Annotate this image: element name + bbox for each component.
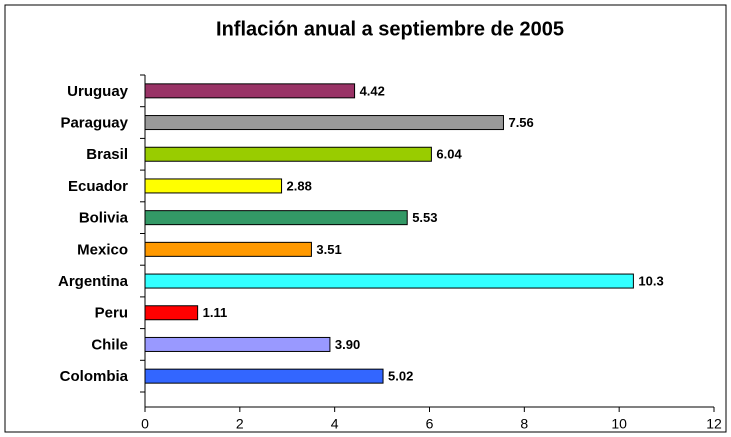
x-tick-label: 0 [141, 416, 149, 432]
bar [144, 178, 283, 194]
value-label: 7.56 [508, 115, 533, 130]
y-tick-label: Mexico [77, 241, 128, 258]
value-label: 10.3 [638, 273, 663, 288]
value-label: 4.42 [360, 83, 385, 98]
y-tick-label: Argentina [58, 273, 129, 290]
value-label: 5.02 [388, 369, 413, 384]
x-tick-label: 12 [706, 416, 722, 432]
bar [144, 146, 432, 162]
value-label: 5.53 [412, 210, 437, 225]
bar [144, 336, 331, 352]
x-tick-label: 8 [520, 416, 528, 432]
value-label: 6.04 [436, 147, 462, 162]
y-tick-label: Colombia [60, 368, 129, 385]
bar [144, 210, 408, 226]
y-tick-label: Brasil [86, 146, 128, 163]
value-label: 3.90 [335, 337, 360, 352]
y-tick-label: Ecuador [68, 178, 128, 195]
value-label: 1.11 [203, 305, 228, 320]
x-tick-label: 10 [611, 416, 627, 432]
y-tick-label: Bolivia [79, 210, 129, 227]
bar [144, 273, 634, 289]
chart-title: Inflación anual a septiembre de 2005 [216, 18, 564, 40]
x-tick-label: 2 [236, 416, 244, 432]
bar [144, 305, 199, 321]
value-label: 2.88 [287, 178, 312, 193]
y-tick-label: Paraguay [60, 115, 128, 132]
value-label: 3.51 [316, 242, 341, 257]
bar [144, 83, 356, 99]
bar [144, 368, 384, 384]
y-tick-label: Uruguay [67, 83, 129, 100]
y-tick-label: Chile [91, 336, 128, 353]
x-tick-label: 6 [426, 416, 434, 432]
x-tick-label: 4 [331, 416, 339, 432]
y-tick-label: Peru [95, 305, 128, 322]
bar [144, 241, 312, 257]
bar [144, 115, 504, 131]
